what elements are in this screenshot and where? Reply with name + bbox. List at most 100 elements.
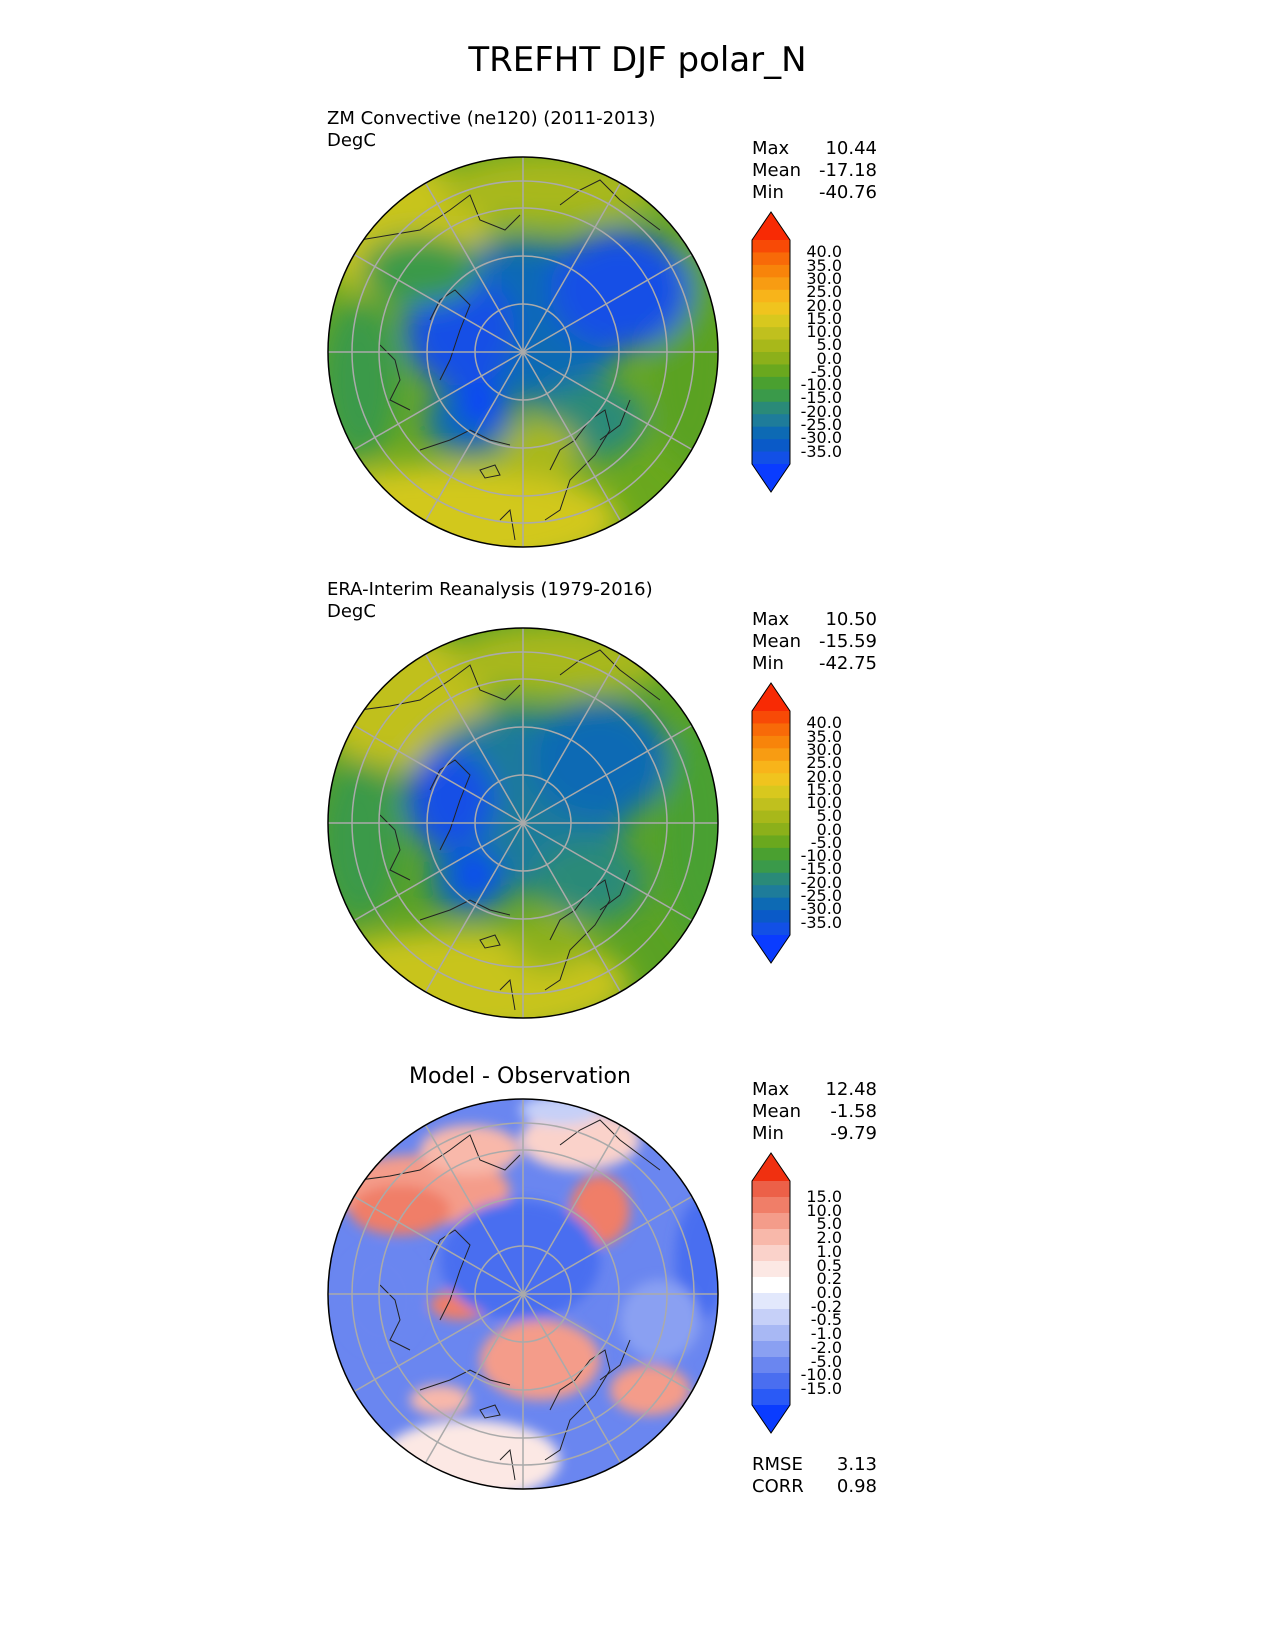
meridian-line [522, 253, 693, 353]
stat-value: 10.50 [825, 609, 877, 630]
colorbar-segment [752, 339, 790, 353]
diff-gridlines [328, 1099, 718, 1489]
colorbar-segment [752, 922, 790, 936]
stat-label: Mean [752, 160, 802, 181]
colorbar-tick-label: 0.0 [816, 819, 842, 839]
colorbar-segment [752, 1197, 790, 1214]
colorbar-tick-label: -5.0 [810, 832, 842, 852]
colorbar-segment [752, 426, 790, 440]
colorbar-segment [752, 1261, 790, 1278]
stat-label: Max [752, 138, 790, 159]
stat-value: -17.18 [818, 160, 877, 181]
test-gridlines [328, 157, 718, 547]
colorbar-segment [752, 723, 790, 737]
colorbar-segment [752, 439, 790, 453]
colorbar-tick-label: 20.0 [806, 295, 842, 315]
stat-label: CORR [752, 1476, 804, 1497]
colorbar-segment [752, 1293, 790, 1310]
colorbar-tick-label: 10.0 [806, 793, 842, 813]
colorbar-tick-label: 15.0 [806, 308, 842, 328]
colorbar-segment [752, 376, 790, 390]
colorbar-tick-label: 35.0 [806, 255, 842, 275]
meridian-line [353, 253, 524, 353]
colorbar-tick-label: -25.0 [800, 415, 842, 434]
ref-map-boundary [327, 627, 719, 1019]
meridian-line [424, 351, 524, 522]
test-colorbar [751, 211, 791, 493]
meridian-line [424, 822, 524, 993]
stat-value: 10.44 [825, 138, 877, 159]
colorbar-tick-label: 0.5 [816, 1255, 842, 1275]
meridian-line [353, 724, 524, 824]
test-stats: Max 10.44 Mean -17.18 Min -40.76 [752, 138, 877, 204]
colorbar-tick-label: -10.0 [800, 846, 842, 866]
stat-label: RMSE [752, 1454, 803, 1475]
colorbar-tick-label: -15.0 [800, 388, 842, 408]
colorbar-segment [752, 1181, 790, 1198]
colorbar-segment [752, 910, 790, 924]
figure-title: TREFHT DJF polar_N [468, 40, 807, 80]
meridian-line [522, 1293, 622, 1464]
stat-value: -42.75 [818, 653, 877, 674]
stat-value: 3.13 [836, 1454, 877, 1475]
stat-value: -40.76 [818, 182, 877, 203]
colorbar-segment [752, 240, 790, 253]
ref-stats: Max 10.50 Mean -15.59 Min -42.75 [752, 609, 877, 675]
colorbar-segment [752, 748, 790, 762]
colorbar-tick-label: 40.0 [806, 242, 842, 262]
colorbar-segment [752, 352, 790, 365]
colorbar-segment [752, 872, 790, 886]
colorbar-tick-label: -20.0 [800, 872, 842, 892]
meridian-line [522, 822, 622, 993]
meridian-line [353, 1293, 524, 1393]
colorbar-tick-label: 1.0 [816, 1241, 842, 1261]
colorbar-tick-label: 30.0 [806, 268, 842, 288]
colorbar-tick-label: -25.0 [800, 886, 842, 905]
colorbar-segment [752, 785, 790, 799]
colorbar-segment [752, 885, 790, 899]
colorbar-tick-label: 35.0 [806, 726, 842, 746]
stat-value: -9.79 [830, 1123, 877, 1144]
diff-map [327, 1098, 719, 1490]
colorbar-tick-label: 15.0 [806, 779, 842, 799]
colorbar-segment [752, 1341, 790, 1358]
stat-label: Mean [752, 1101, 802, 1122]
meridian-line [522, 182, 622, 353]
colorbar-segment [752, 1229, 790, 1246]
meridian-line [353, 822, 524, 922]
colorbar-segment [752, 1245, 790, 1262]
colorbar-extend-min [752, 1405, 790, 1433]
diff-panel-title: Model - Observation [409, 1064, 631, 1089]
meridian-line [522, 351, 622, 522]
diff-colorbar [751, 1152, 791, 1434]
colorbar-tick-label: -30.0 [800, 899, 842, 919]
ref-map-field [328, 628, 718, 1018]
colorbar-segment [752, 735, 790, 749]
test-panel-units: DegC [327, 130, 376, 151]
colorbar-tick-label: 40.0 [806, 713, 842, 733]
meridian-line [522, 351, 693, 451]
colorbar-tick-label: -30.0 [800, 428, 842, 448]
colorbar-extend-max [752, 683, 790, 711]
colorbar-tick-label: -0.5 [810, 1310, 842, 1330]
meridian-line [522, 653, 622, 824]
diff-extra-stats: RMSE 3.13 CORR 0.98 [752, 1454, 877, 1498]
colorbar-segment [752, 1325, 790, 1342]
meridian-line [353, 1195, 524, 1295]
stat-label: Min [752, 182, 784, 203]
ref-panel-units: DegC [327, 601, 376, 622]
colorbar-outline [751, 682, 791, 964]
colorbar-segment [752, 451, 790, 465]
colorbar-tick-label: -10.0 [800, 375, 842, 395]
colorbar-segment [752, 252, 790, 266]
colorbar-segment [752, 264, 790, 278]
meridian-line [353, 351, 524, 451]
meridian-line [424, 182, 524, 353]
colorbar-extend-max [752, 212, 790, 240]
ref-map [327, 627, 719, 1019]
colorbar-tick-label: 20.0 [806, 766, 842, 786]
colorbar-segment [752, 327, 790, 341]
colorbar-tick-label: -15.0 [800, 859, 842, 879]
colorbar-segment [752, 847, 790, 861]
meridian-line [522, 822, 693, 922]
